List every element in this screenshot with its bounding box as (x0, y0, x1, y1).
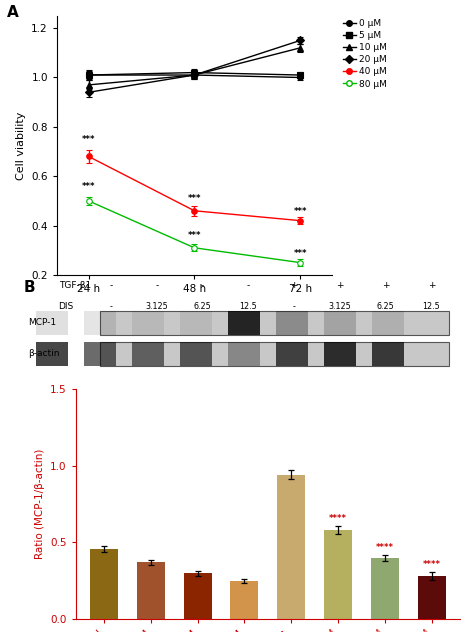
Text: -: - (292, 302, 295, 311)
Bar (84, 311, 116, 335)
Bar (137, 562, 165, 619)
Text: ***: *** (188, 231, 201, 240)
Text: 3.125: 3.125 (146, 302, 168, 311)
Y-axis label: Cell viability: Cell viability (16, 111, 26, 179)
Text: 12.5: 12.5 (422, 302, 440, 311)
Text: +: + (290, 281, 298, 290)
Text: +: + (428, 281, 435, 290)
Text: ***: *** (82, 135, 95, 144)
Bar (132, 311, 164, 335)
Bar (324, 311, 356, 335)
Text: +: + (382, 281, 390, 290)
Bar (372, 343, 403, 366)
Text: ***: *** (188, 195, 201, 204)
Text: -: - (109, 281, 112, 290)
Legend: 0 μM, 5 μM, 10 μM, 20 μM, 40 μM, 80 μM: 0 μM, 5 μM, 10 μM, 20 μM, 40 μM, 80 μM (339, 15, 391, 92)
Text: -: - (201, 281, 204, 290)
Text: DIS: DIS (59, 302, 74, 311)
Bar (230, 581, 258, 619)
Bar (180, 311, 212, 335)
Bar (276, 311, 308, 335)
Text: 6.25: 6.25 (193, 302, 211, 311)
Text: β-actin: β-actin (28, 349, 60, 358)
Bar (228, 311, 260, 335)
Bar (36, 343, 68, 366)
Bar (228, 343, 260, 366)
Bar (418, 576, 446, 619)
Bar (183, 573, 211, 619)
Bar (90, 549, 118, 619)
Y-axis label: Ratio (MCP-1/β-actin): Ratio (MCP-1/β-actin) (35, 449, 45, 559)
Bar (276, 343, 308, 366)
Text: ***: *** (293, 248, 307, 258)
Text: B: B (24, 280, 36, 295)
Text: ***: *** (293, 207, 307, 216)
Bar (324, 343, 356, 366)
Text: +: + (336, 281, 344, 290)
Text: ****: **** (423, 561, 441, 569)
Text: TGF-β1: TGF-β1 (59, 281, 91, 290)
Text: ****: **** (329, 514, 347, 523)
Text: 12.5: 12.5 (239, 302, 257, 311)
Bar (180, 343, 212, 366)
Bar (100, 311, 449, 335)
Bar (371, 558, 399, 619)
Bar (324, 530, 352, 619)
Bar (372, 311, 403, 335)
Text: -: - (246, 281, 250, 290)
Bar (132, 343, 164, 366)
Text: -: - (109, 302, 112, 311)
Text: ****: **** (376, 543, 394, 552)
Text: MCP-1: MCP-1 (28, 317, 56, 327)
Text: -: - (155, 281, 158, 290)
Text: ***: *** (82, 182, 95, 191)
Bar (100, 343, 449, 366)
Bar (84, 343, 116, 366)
Bar (36, 311, 68, 335)
Text: 6.25: 6.25 (377, 302, 394, 311)
Bar (277, 475, 305, 619)
Text: A: A (8, 6, 19, 20)
Text: 3.125: 3.125 (328, 302, 351, 311)
